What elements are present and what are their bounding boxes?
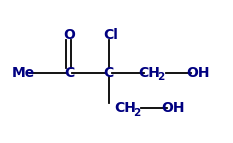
Text: 2: 2: [133, 108, 140, 118]
Text: CH: CH: [114, 102, 136, 115]
Text: OH: OH: [161, 102, 185, 115]
Text: Cl: Cl: [103, 28, 118, 41]
Text: C: C: [104, 66, 114, 80]
Text: Me: Me: [11, 66, 34, 80]
Text: O: O: [63, 28, 75, 41]
Text: 2: 2: [157, 72, 165, 82]
Text: C: C: [64, 66, 74, 80]
Text: CH: CH: [138, 66, 160, 80]
Text: OH: OH: [186, 66, 210, 80]
